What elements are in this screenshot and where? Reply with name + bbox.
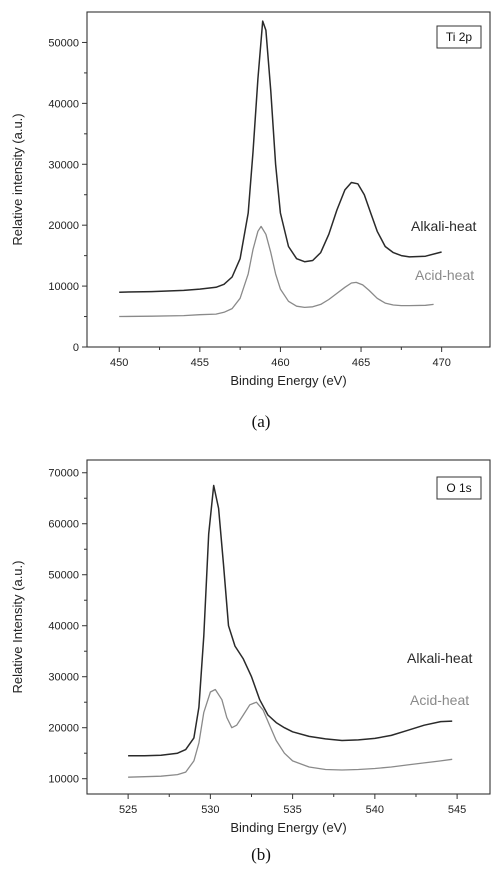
- x-tick-label: 470: [432, 357, 450, 369]
- x-axis-title: Binding Energy (eV): [230, 820, 346, 835]
- x-tick-label: 535: [283, 804, 301, 816]
- x-tick-label: 530: [201, 804, 219, 816]
- y-tick-label: 30000: [48, 672, 79, 684]
- legend-box: [436, 476, 482, 500]
- series-label-alkali-heat: Alkali-heat: [407, 650, 472, 666]
- x-tick-label: 450: [110, 357, 128, 369]
- series-line-acid-heat: [128, 688, 453, 778]
- x-tick-label: 540: [366, 804, 384, 816]
- y-tick-label: 30000: [48, 159, 79, 171]
- chart-panel-a: 450 455 460 465 470 0 10000 20000 30000 40000 5000…: [10, 11, 491, 431]
- series-label-alkali-heat: Alkali-heat: [411, 218, 476, 234]
- legend-label: O 1s: [446, 481, 471, 495]
- y-tick-label: 20000: [48, 723, 79, 735]
- series-line-alkali-heat: [119, 20, 442, 293]
- y-tick-label: 70000: [48, 468, 79, 480]
- legend-box: [436, 25, 482, 49]
- chart-panel-b: 525 530 535 540 545 10000 20000 30000 40000 50000…: [10, 459, 491, 864]
- y-tick-label: 10000: [48, 774, 79, 786]
- x-tick-label: 455: [191, 357, 209, 369]
- plot-frame: [86, 11, 491, 348]
- y-tick-label: 40000: [48, 98, 79, 110]
- series-line-alkali-heat: [128, 484, 453, 757]
- legend-label: Ti 2p: [446, 30, 473, 44]
- x-tick-label: 465: [352, 357, 370, 369]
- y-tick-label: 50000: [48, 570, 79, 582]
- y-tick-label: 50000: [48, 37, 79, 49]
- y-tick-label: 0: [73, 342, 79, 354]
- plot-frame: [86, 459, 491, 795]
- panel-label: (b): [251, 845, 271, 864]
- x-tick-label: 545: [448, 804, 466, 816]
- y-axis-title: Relative intensity (a.u.): [10, 113, 25, 245]
- x-axis-title: Binding Energy (eV): [230, 373, 346, 388]
- y-tick-label: 20000: [48, 220, 79, 232]
- x-tick-label: 525: [119, 804, 137, 816]
- y-tick-label: 10000: [48, 281, 79, 293]
- series-label-acid-heat: Acid-heat: [415, 267, 474, 283]
- y-tick-label: 60000: [48, 519, 79, 531]
- series-line-acid-heat: [119, 225, 434, 318]
- x-tick-label: 460: [271, 357, 289, 369]
- series-label-acid-heat: Acid-heat: [410, 692, 469, 708]
- y-tick-label: 40000: [48, 621, 79, 633]
- y-axis-title: Relative Intensity (a.u.): [10, 561, 25, 694]
- panel-label: (a): [252, 412, 271, 431]
